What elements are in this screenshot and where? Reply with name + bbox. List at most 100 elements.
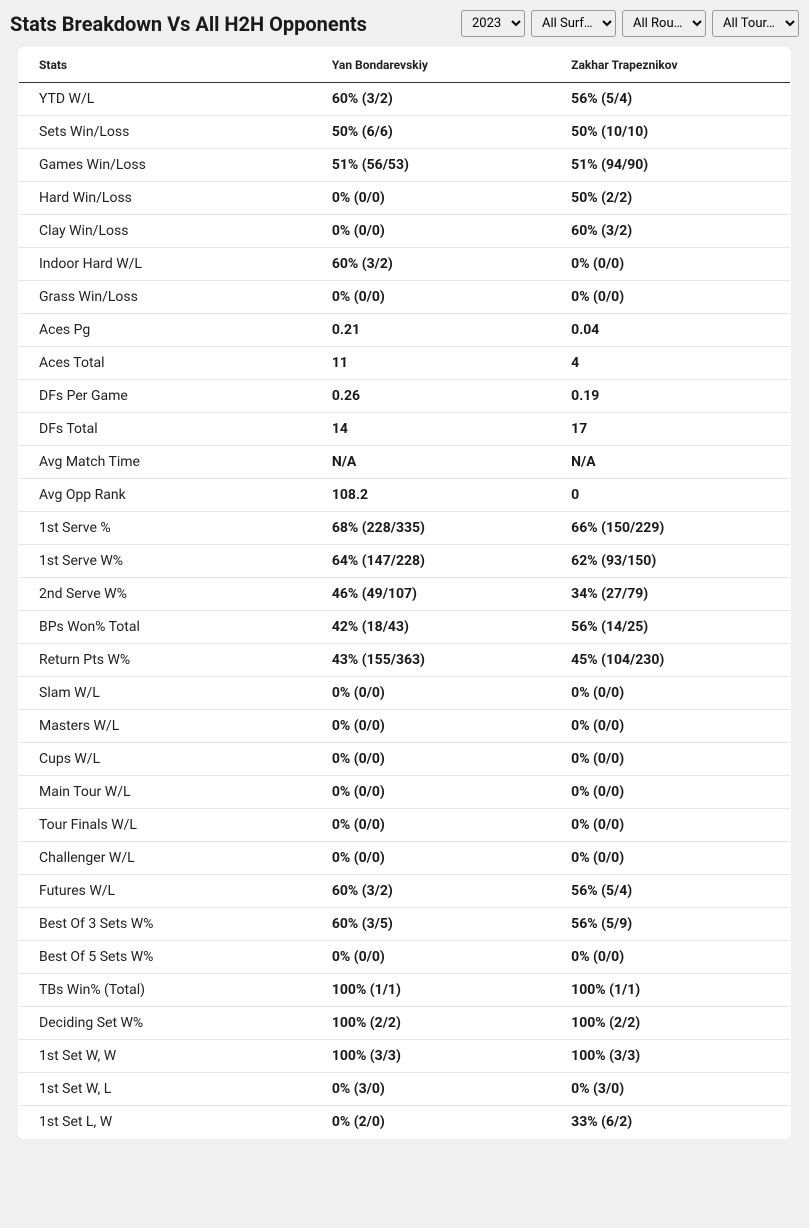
table-row: Deciding Set W%100% (2/2)100% (2/2) [19,1007,791,1040]
stat-name-cell: Challenger W/L [19,842,312,875]
table-row: DFs Per Game0.260.19 [19,380,791,413]
player1-value-cell: 0.26 [312,380,551,413]
stat-name-cell: 1st Set W, W [19,1040,312,1073]
player2-value-cell: 0% (0/0) [551,710,790,743]
stats-table-body: YTD W/L60% (3/2)56% (5/4)Sets Win/Loss50… [19,83,791,1139]
stats-table: Stats Yan Bondarevskiy Zakhar Trapezniko… [18,47,791,1139]
player1-value-cell: 0% (3/0) [312,1073,551,1106]
column-header-player1: Yan Bondarevskiy [312,48,551,83]
table-row: Avg Opp Rank108.20 [19,479,791,512]
table-row: Cups W/L0% (0/0)0% (0/0) [19,743,791,776]
player2-value-cell: 50% (10/10) [551,116,790,149]
stat-name-cell: YTD W/L [19,83,312,116]
table-row: Grass Win/Loss0% (0/0)0% (0/0) [19,281,791,314]
stat-name-cell: TBs Win% (Total) [19,974,312,1007]
player1-value-cell: 0% (0/0) [312,743,551,776]
player2-value-cell: 60% (3/2) [551,215,790,248]
stat-name-cell: Futures W/L [19,875,312,908]
tour-filter[interactable]: All Tour… [712,10,799,37]
player2-value-cell: 51% (94/90) [551,149,790,182]
player1-value-cell: 43% (155/363) [312,644,551,677]
table-row: 1st Set W, L0% (3/0)0% (3/0) [19,1073,791,1106]
player1-value-cell: 0% (0/0) [312,677,551,710]
player1-value-cell: 0% (0/0) [312,776,551,809]
player2-value-cell: 50% (2/2) [551,182,790,215]
stat-name-cell: Hard Win/Loss [19,182,312,215]
table-row: Return Pts W%43% (155/363)45% (104/230) [19,644,791,677]
player2-value-cell: 56% (14/25) [551,611,790,644]
player1-value-cell: 60% (3/2) [312,875,551,908]
stat-name-cell: 1st Serve % [19,512,312,545]
column-header-stats: Stats [19,48,312,83]
player2-value-cell: 56% (5/4) [551,875,790,908]
player1-value-cell: 0% (0/0) [312,941,551,974]
player1-value-cell: 64% (147/228) [312,545,551,578]
player2-value-cell: 0% (0/0) [551,281,790,314]
table-row: Games Win/Loss51% (56/53)51% (94/90) [19,149,791,182]
stat-name-cell: Masters W/L [19,710,312,743]
player2-value-cell: 100% (1/1) [551,974,790,1007]
table-row: BPs Won% Total42% (18/43)56% (14/25) [19,611,791,644]
player1-value-cell: 108.2 [312,479,551,512]
stat-name-cell: DFs Per Game [19,380,312,413]
stats-table-container: Stats Yan Bondarevskiy Zakhar Trapezniko… [0,47,809,1157]
table-row: YTD W/L60% (3/2)56% (5/4) [19,83,791,116]
stat-name-cell: Slam W/L [19,677,312,710]
page-title: Stats Breakdown Vs All H2H Opponents [10,12,367,36]
player2-value-cell: 4 [551,347,790,380]
player1-value-cell: 46% (49/107) [312,578,551,611]
player1-value-cell: 60% (3/5) [312,908,551,941]
player2-value-cell: 45% (104/230) [551,644,790,677]
table-row: Futures W/L60% (3/2)56% (5/4) [19,875,791,908]
stat-name-cell: 2nd Serve W% [19,578,312,611]
player1-value-cell: 0% (0/0) [312,182,551,215]
table-row: Clay Win/Loss0% (0/0)60% (3/2) [19,215,791,248]
filters-container: 2023 All Surf… All Rou… All Tour… [461,10,799,37]
player2-value-cell: 62% (93/150) [551,545,790,578]
stat-name-cell: DFs Total [19,413,312,446]
table-row: Main Tour W/L0% (0/0)0% (0/0) [19,776,791,809]
table-row: Slam W/L0% (0/0)0% (0/0) [19,677,791,710]
stat-name-cell: Best Of 3 Sets W% [19,908,312,941]
player1-value-cell: 0% (0/0) [312,281,551,314]
stat-name-cell: Clay Win/Loss [19,215,312,248]
player1-value-cell: 51% (56/53) [312,149,551,182]
surface-filter[interactable]: All Surf… [531,10,616,37]
stat-name-cell: Avg Match Time [19,446,312,479]
player1-value-cell: 100% (2/2) [312,1007,551,1040]
player1-value-cell: 0% (0/0) [312,842,551,875]
stat-name-cell: Aces Pg [19,314,312,347]
player2-value-cell: 66% (150/229) [551,512,790,545]
round-filter[interactable]: All Rou… [622,10,706,37]
stat-name-cell: Best Of 5 Sets W% [19,941,312,974]
table-row: Best Of 3 Sets W%60% (3/5)56% (5/9) [19,908,791,941]
year-filter[interactable]: 2023 [461,10,525,37]
table-row: Sets Win/Loss50% (6/6)50% (10/10) [19,116,791,149]
stat-name-cell: 1st Set L, W [19,1106,312,1139]
stat-name-cell: Cups W/L [19,743,312,776]
player1-value-cell: 11 [312,347,551,380]
table-row: DFs Total1417 [19,413,791,446]
player1-value-cell: 50% (6/6) [312,116,551,149]
stat-name-cell: Main Tour W/L [19,776,312,809]
player1-value-cell: N/A [312,446,551,479]
table-row: 1st Serve W%64% (147/228)62% (93/150) [19,545,791,578]
player1-value-cell: 100% (1/1) [312,974,551,1007]
table-row: TBs Win% (Total)100% (1/1)100% (1/1) [19,974,791,1007]
player2-value-cell: 0% (0/0) [551,248,790,281]
player1-value-cell: 60% (3/2) [312,83,551,116]
player1-value-cell: 68% (228/335) [312,512,551,545]
table-row: Indoor Hard W/L60% (3/2)0% (0/0) [19,248,791,281]
stat-name-cell: Deciding Set W% [19,1007,312,1040]
player2-value-cell: 0% (0/0) [551,809,790,842]
column-header-player2: Zakhar Trapeznikov [551,48,790,83]
player2-value-cell: 34% (27/79) [551,578,790,611]
player1-value-cell: 14 [312,413,551,446]
player2-value-cell: 56% (5/4) [551,83,790,116]
player2-value-cell: 17 [551,413,790,446]
stat-name-cell: Tour Finals W/L [19,809,312,842]
stat-name-cell: Avg Opp Rank [19,479,312,512]
stat-name-cell: Indoor Hard W/L [19,248,312,281]
stat-name-cell: Return Pts W% [19,644,312,677]
player2-value-cell: N/A [551,446,790,479]
